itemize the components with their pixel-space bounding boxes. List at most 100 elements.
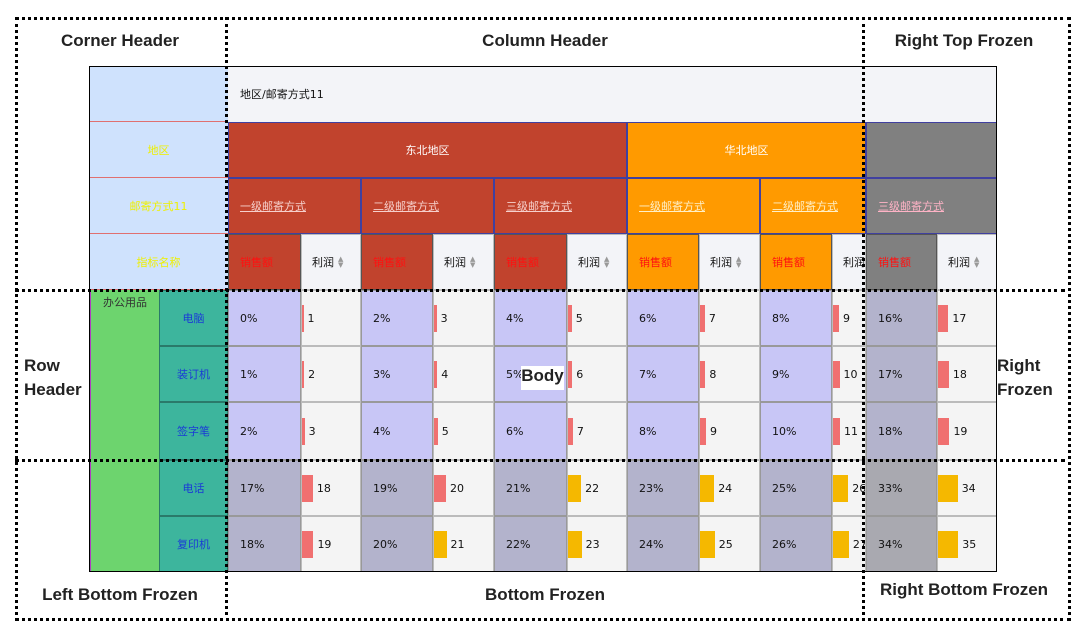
sales-cell-text: 33% <box>878 481 903 495</box>
sales-cell-text: 24% <box>639 537 664 551</box>
sales-cell-text: 6% <box>639 311 657 325</box>
profit-bar <box>302 304 304 332</box>
profit-bar <box>938 530 959 558</box>
region-label-text: Left Bottom Frozen <box>42 585 198 604</box>
region-label: Row Header <box>24 354 90 404</box>
row-item-text: 电话 <box>182 482 205 495</box>
row-item: 电脑 <box>159 290 228 346</box>
sales-cell-text: 17% <box>240 481 265 495</box>
measure-header: 利润 ▲▼ <box>699 234 760 290</box>
profit-text: 34 <box>961 481 976 495</box>
row-item-text: 签字笔 <box>177 425 210 438</box>
sales-cell: 6% <box>627 290 699 346</box>
sales-cell: 17% <box>228 460 301 516</box>
region-label: Corner Header <box>20 31 220 55</box>
profit-text: 6 <box>576 367 584 381</box>
measure-header: 销售额 <box>627 234 699 290</box>
measure-header-text: 利润 <box>312 256 334 269</box>
region-label: Right Top Frozen <box>866 31 1062 55</box>
sales-cell-text: 21% <box>506 481 531 495</box>
profit-bar <box>434 417 438 445</box>
profit-bar <box>700 417 706 445</box>
row-item: 复印机 <box>159 516 228 572</box>
region-header-text: 东北地区 <box>405 144 450 157</box>
profit-text: 3 <box>440 311 448 325</box>
sort-icon[interactable]: ▲ ▼ <box>338 255 344 269</box>
shipping-header-text: 一级邮寄方式 <box>639 200 705 213</box>
profit-bar <box>568 304 572 332</box>
region-header-text: 华北地区 <box>724 144 769 157</box>
profit-text: 18 <box>316 481 331 495</box>
profit-text: 9 <box>709 424 717 438</box>
sales-cell-text: 25% <box>772 481 797 495</box>
measure-header-text: 销售额 <box>639 256 672 269</box>
sales-cell-text: 3% <box>373 367 391 381</box>
measure-header: 销售额 <box>494 234 567 290</box>
sales-cell-text: 4% <box>506 311 524 325</box>
sales-cell: 23% <box>627 460 699 516</box>
sales-cell: 24% <box>627 516 699 572</box>
profit-cell: 2 <box>301 346 361 402</box>
sort-icon[interactable]: ▲ ▼ <box>974 255 980 269</box>
profit-text: 20 <box>450 481 464 495</box>
sales-cell: 4% <box>494 290 567 346</box>
sales-cell: 7% <box>627 346 699 402</box>
sales-cell: 17% <box>866 346 937 402</box>
sales-cell-text: 16% <box>878 311 903 325</box>
profit-cell: 20 <box>433 460 494 516</box>
profit-bar <box>568 360 573 388</box>
shipping-header-text: 二级邮寄方式 <box>373 200 439 213</box>
sales-cell: 19% <box>361 460 433 516</box>
corner-dimension: 地区 <box>89 122 228 178</box>
sales-cell-text: 5% <box>506 367 524 381</box>
profit-bar <box>938 360 949 388</box>
sales-cell-text: 2% <box>373 311 391 325</box>
profit-bar <box>938 304 949 332</box>
sort-icon[interactable]: ▲ ▼ <box>736 255 742 269</box>
sales-cell: 3% <box>361 346 433 402</box>
row-item-text: 装订机 <box>177 368 210 381</box>
region-label-text: Right Top Frozen <box>894 31 1034 50</box>
profit-cell: 26 <box>832 460 866 516</box>
sales-cell: 6% <box>494 402 567 460</box>
frozen-divider <box>15 459 1065 462</box>
profit-cell: 7 <box>699 290 760 346</box>
profit-text: 7 <box>576 424 584 438</box>
region-label-text: Right Bottom Frozen <box>879 580 1049 599</box>
sales-cell-text: 34% <box>878 537 903 551</box>
profit-bar <box>568 530 582 558</box>
sales-cell-text: 9% <box>772 367 790 381</box>
profit-cell: 19 <box>937 402 997 460</box>
profit-text: 7 <box>708 311 716 325</box>
profit-bar <box>434 474 446 502</box>
profit-cell: 6 <box>567 346 627 402</box>
profit-bar <box>700 530 715 558</box>
sales-cell-text: 18% <box>878 424 903 438</box>
measure-header-text: 销售额 <box>772 256 805 269</box>
profit-text: 10 <box>843 367 858 381</box>
profit-cell: 22 <box>567 460 627 516</box>
profit-bar <box>434 360 438 388</box>
region-header-frozen <box>866 122 997 178</box>
measure-header-text: 利润 <box>578 256 600 269</box>
shipping-header: 三级邮寄方式 <box>494 178 627 234</box>
measure-header: 利润 ▲▼ <box>433 234 494 290</box>
profit-text: 3 <box>308 424 316 438</box>
profit-text: 19 <box>953 424 968 438</box>
profit-text: 2 <box>308 367 316 381</box>
sales-cell: 4% <box>361 402 433 460</box>
sales-cell: 9% <box>760 346 832 402</box>
region-label: Right Bottom Frozen <box>866 580 1062 604</box>
profit-text: 19 <box>317 537 332 551</box>
sort-icon[interactable]: ▲ ▼ <box>604 255 610 269</box>
sales-cell-text: 1% <box>240 367 258 381</box>
sales-cell: 25% <box>760 460 832 516</box>
profit-cell: 35 <box>937 516 997 572</box>
measure-header-text: 利润 <box>710 256 732 269</box>
sort-icon[interactable]: ▲ ▼ <box>470 255 476 269</box>
shipping-header-text: 三级邮寄方式 <box>506 200 572 213</box>
row-item-text: 电脑 <box>182 312 205 325</box>
row-category-text: 办公用品 <box>103 296 147 309</box>
